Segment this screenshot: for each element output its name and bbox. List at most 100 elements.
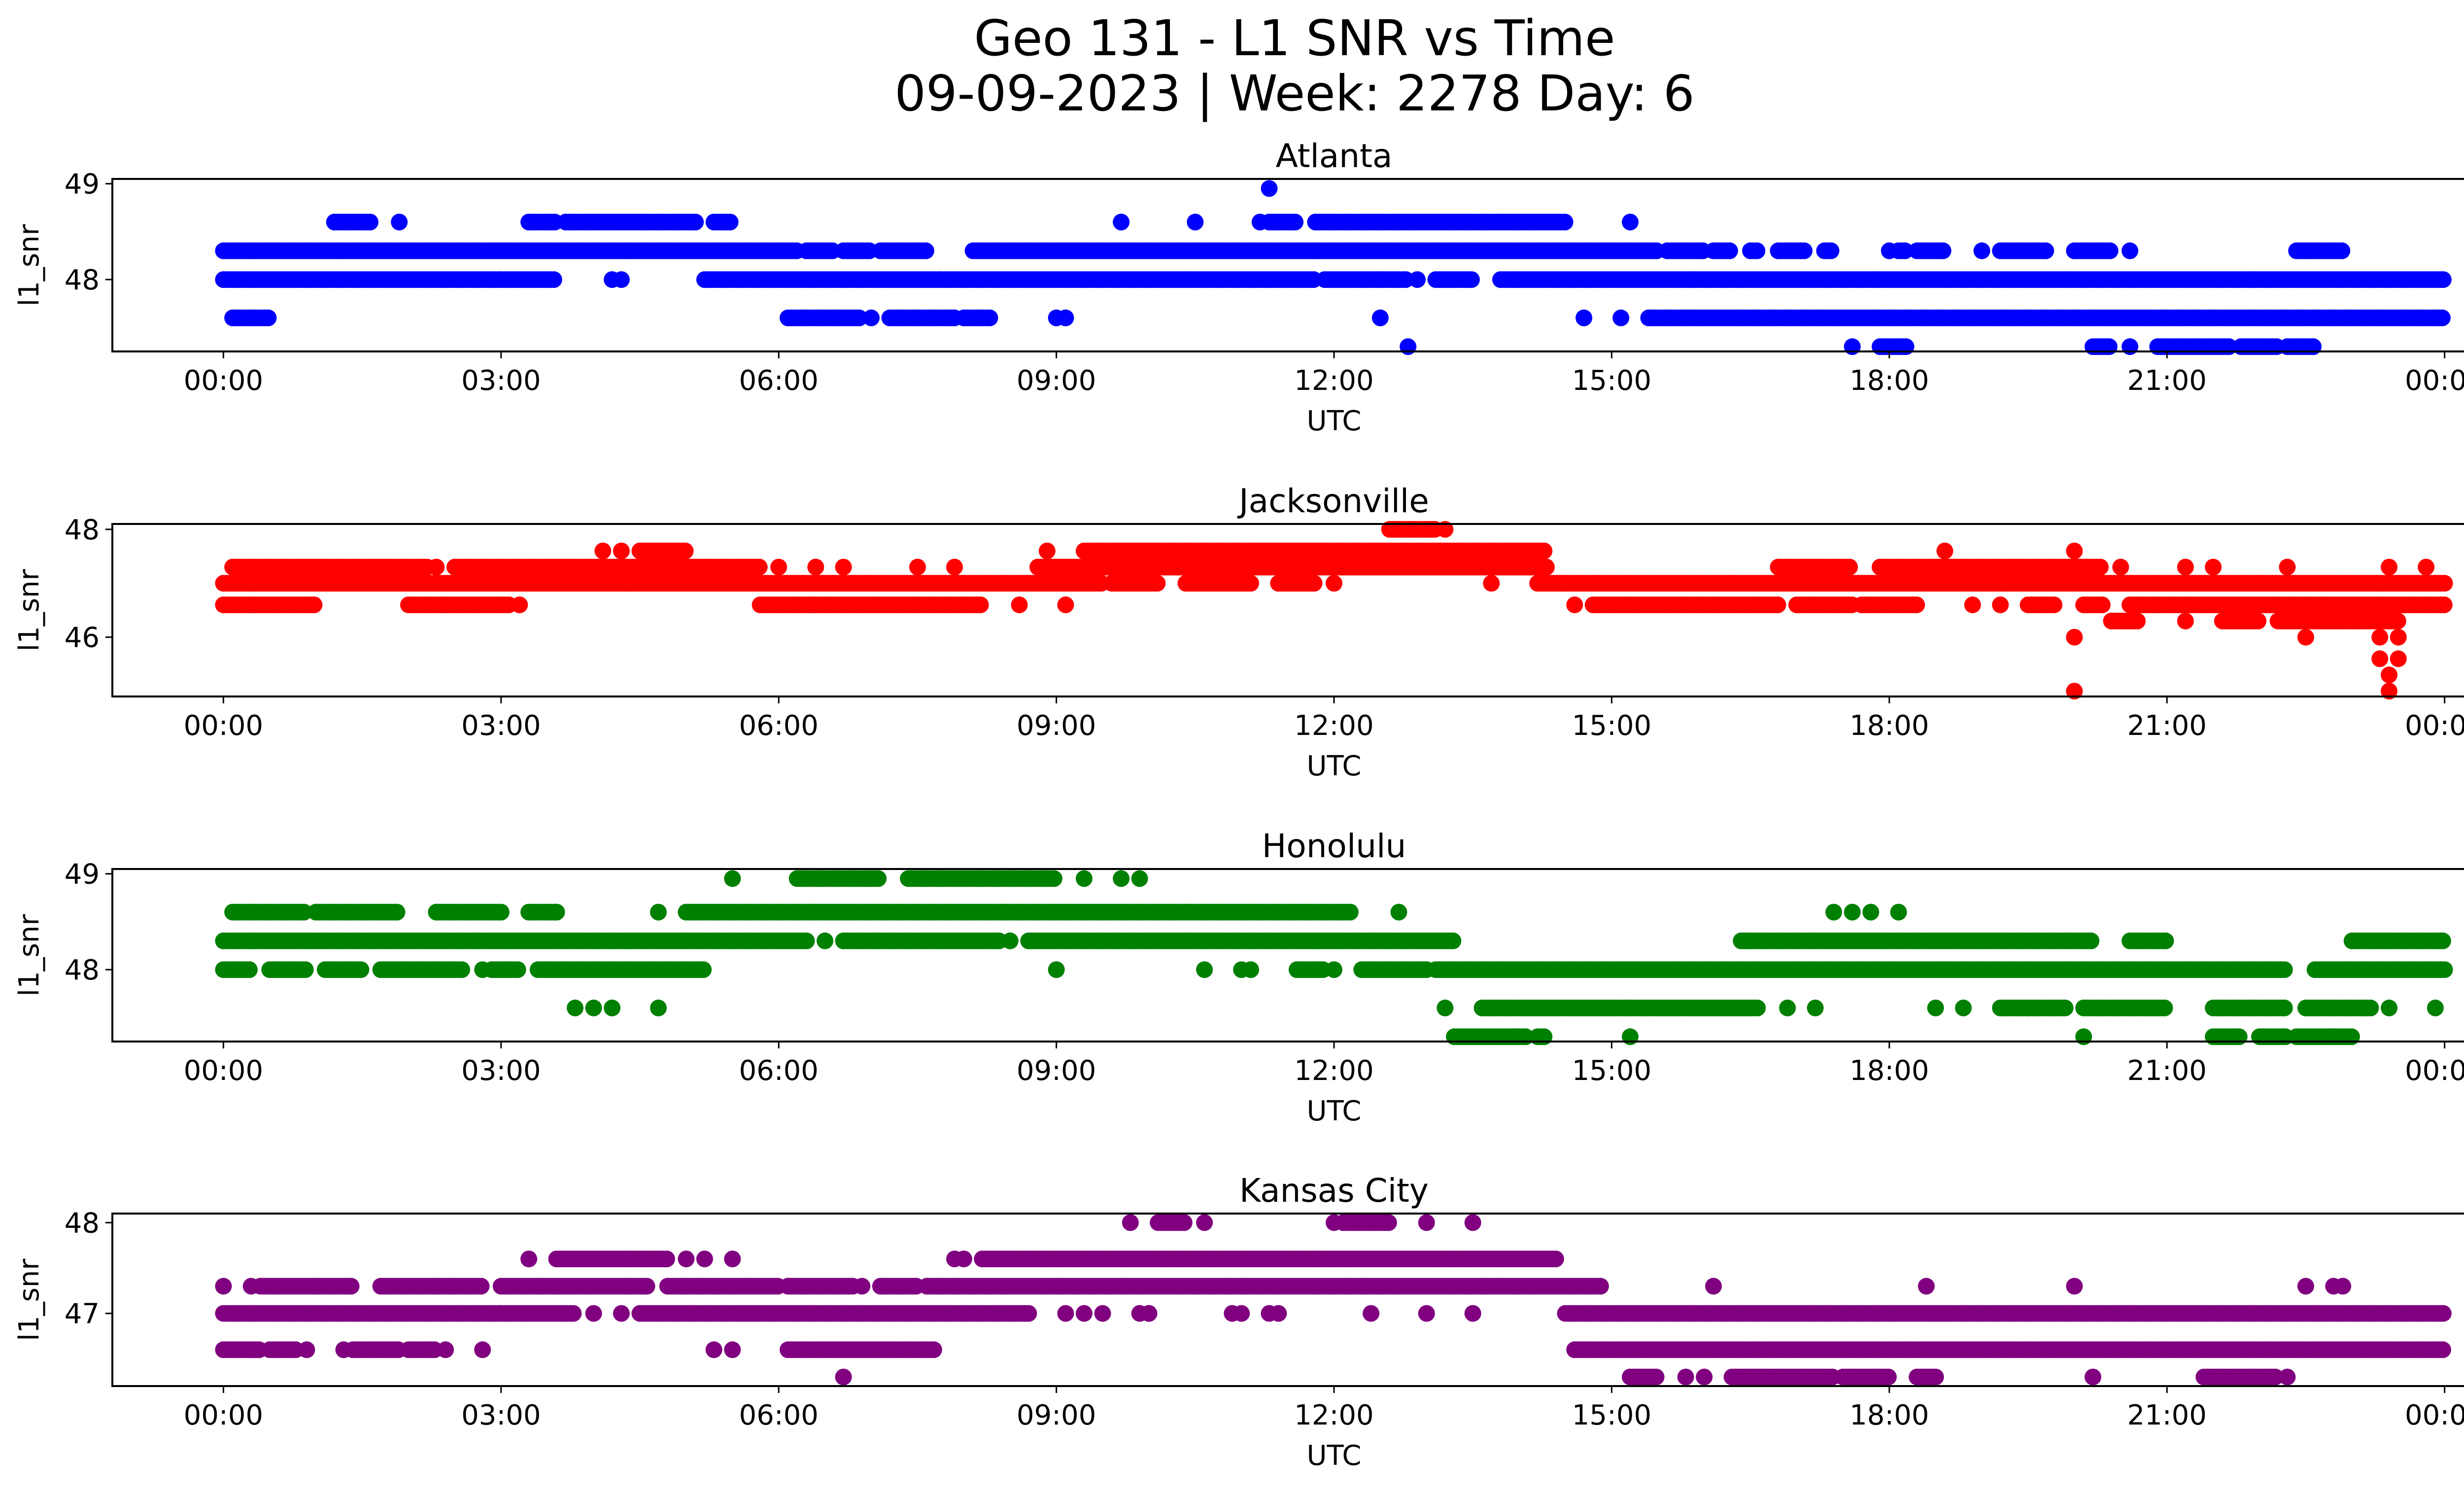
data-point [2276,999,2293,1016]
x-tick-label: 21:00 [2127,365,2207,397]
figure-title-line1: Geo 131 - L1 SNR vs Time [974,9,1615,67]
data-point [388,904,406,921]
data-point [1001,932,1019,949]
x-tick-label: 09:00 [1017,1055,1096,1087]
figure-title-line2: 09-09-2023 | Week: 2278 Day: 6 [894,65,1694,122]
x-tick-label: 03:00 [461,1055,541,1087]
data-point [2418,558,2435,576]
data-point [2093,596,2111,614]
data-point [798,932,815,949]
data-point [2122,338,2139,355]
data-point [2435,596,2453,614]
x-tick-label: 00:00 [2405,710,2464,742]
data-point [2122,612,2139,629]
x-tick-label: 00:00 [184,365,263,397]
data-point [2434,932,2451,949]
data-point [1955,999,1972,1016]
data-point [1622,1028,1639,1045]
data-point [2343,1028,2360,1045]
data-point [1242,961,1259,978]
data-point [1444,932,1462,949]
scatter-series [215,521,2453,700]
data-point [474,961,491,978]
data-point [2112,558,2129,576]
data-point [2092,558,2109,576]
data-point [2019,999,2037,1016]
data-point [1075,870,1093,887]
data-point [1881,242,1898,259]
data-point [2157,932,2174,949]
x-tick-label: 18:00 [1849,710,1929,742]
scatter-series [215,1214,2452,1386]
data-point [613,542,630,559]
data-point [1045,870,1062,887]
data-point [2362,999,2379,1016]
data-point [2066,628,2083,646]
data-point [1825,904,1843,921]
data-point [511,596,528,614]
x-tick-label: 15:00 [1572,365,1651,397]
data-point [2390,628,2407,646]
data-point [650,999,667,1016]
x-tick-label: 00:00 [2405,365,2464,397]
data-point [1964,596,1981,614]
x-tick-label: 03:00 [461,710,541,742]
subplot-title: Atlanta [1276,137,1393,175]
x-axis-label: UTC [1306,1095,1361,1127]
data-point [2279,558,2296,576]
data-point [1844,904,1861,921]
data-point [2205,558,2222,576]
data-point [1326,575,1342,592]
data-point [1897,338,1915,355]
y-tick-label: 48 [65,514,100,546]
data-point [295,904,312,921]
data-point [972,596,989,614]
data-point [1908,596,1925,614]
data-point [863,309,880,326]
data-point [1890,904,1907,921]
y-tick-label: 48 [65,264,100,296]
data-point [2436,575,2453,592]
data-point [2371,650,2389,667]
data-point [1612,309,1630,326]
data-point [890,309,908,326]
data-point [297,961,314,978]
data-point [1748,242,1766,259]
data-point [2223,612,2240,629]
data-point [567,999,583,1016]
data-point [1242,575,1259,592]
data-point [2305,338,2322,355]
subplot-title: Honolulu [1262,827,1406,865]
data-point [1622,213,1639,231]
y-tick-label: 49 [65,859,100,891]
data-point [613,271,630,288]
data-point [492,904,510,921]
x-tick-label: 00:00 [184,1055,263,1087]
data-point [2297,628,2314,646]
data-point [2297,242,2314,259]
data-point [2389,612,2406,629]
data-point [2100,338,2118,355]
data-point [2230,1028,2248,1045]
data-point [1196,961,1213,978]
x-tick-label: 12:00 [1294,1055,1373,1087]
data-point [2276,961,2293,978]
data-point [2122,242,2139,259]
data-point [1566,596,1583,614]
data-point [870,870,887,887]
data-point [807,558,824,576]
data-point [352,961,370,978]
data-point [1011,596,1028,614]
data-point [545,271,562,288]
y-axis-label: l1_snr [13,914,45,997]
data-point [1510,271,1528,288]
data-point [1251,213,1268,231]
data-point [1057,596,1074,614]
x-tick-label: 15:00 [1572,1055,1651,1087]
data-point [2177,612,2194,629]
data-point [509,961,526,978]
data-point [1397,271,1414,288]
